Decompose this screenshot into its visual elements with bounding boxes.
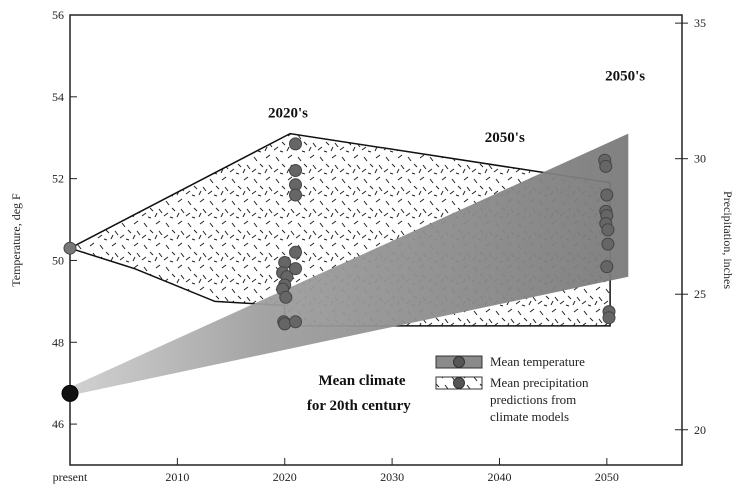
model-point: [601, 237, 615, 251]
legend-dot-temperature: [453, 356, 465, 368]
y-right-tick-label: 25: [694, 287, 706, 301]
y-right-tick-label: 20: [694, 423, 706, 437]
temperature-band-layer: [70, 133, 629, 396]
annotation: for 20th century: [307, 398, 411, 414]
model-points-layer: [61, 137, 616, 402]
y-left-tick-label: 46: [52, 417, 64, 431]
x-tick-label: 2030: [380, 470, 404, 484]
left-axis-label: Temperature, deg F: [9, 193, 23, 287]
model-point: [289, 245, 302, 259]
model-point: [289, 188, 302, 202]
present-precip-point: [63, 241, 77, 255]
y-right-tick-label: 35: [694, 16, 706, 30]
y-left-tick-label: 56: [52, 8, 64, 22]
model-point: [289, 137, 302, 151]
annotations-layer: 2020's 2050's 2050's Mean climate for 20th c…: [268, 69, 645, 414]
legend-label-precipitation-line-3: climate models: [490, 409, 569, 424]
legend: Mean temperature Mean precipitation pred…: [435, 354, 589, 424]
x-tick-label: 2040: [487, 470, 511, 484]
y-left-tick-label: 52: [52, 172, 64, 186]
annotation: 2020's: [268, 105, 308, 121]
model-point: [599, 159, 613, 173]
model-point: [601, 223, 615, 237]
y-left-tick-label: 54: [52, 90, 64, 104]
annotation: Mean climate: [318, 373, 405, 389]
model-point: [289, 164, 302, 177]
legend-label-precipitation-line-1: Mean precipitation: [490, 375, 589, 390]
model-point: [289, 315, 302, 329]
axes-layer: present 2010 2020 2030 2040 20504648505254562…: [52, 8, 706, 484]
x-tick-label: 2020: [273, 470, 297, 484]
x-tick-label: present: [53, 470, 88, 484]
model-point: [278, 317, 292, 331]
legend-entry-temperature: Mean temperature: [435, 354, 585, 369]
annotation: 2050's: [605, 69, 645, 85]
right-axis-label: Precipitation, inches: [721, 191, 735, 289]
legend-label-temperature: Mean temperature: [490, 354, 585, 369]
y-left-tick-label: 50: [52, 253, 64, 267]
annotation: 2050's: [485, 130, 525, 146]
model-point: [600, 260, 614, 274]
legend-dot-precipitation: [453, 377, 465, 389]
y-right-tick-label: 30: [694, 152, 706, 166]
y-left-tick-label: 48: [52, 335, 64, 349]
model-point: [289, 262, 302, 276]
present-mean-point: [61, 384, 79, 402]
legend-label-precipitation-line-2: predictions from: [490, 392, 576, 407]
legend-entry-precipitation: Mean precipitation predictions from clim…: [435, 375, 589, 424]
temperature-band: [70, 133, 629, 396]
model-point: [279, 290, 293, 304]
x-tick-label: 2010: [165, 470, 189, 484]
model-point: [602, 311, 616, 325]
model-point: [600, 188, 614, 202]
plot-frame: [69, 14, 683, 466]
x-tick-label: 2050: [595, 470, 619, 484]
